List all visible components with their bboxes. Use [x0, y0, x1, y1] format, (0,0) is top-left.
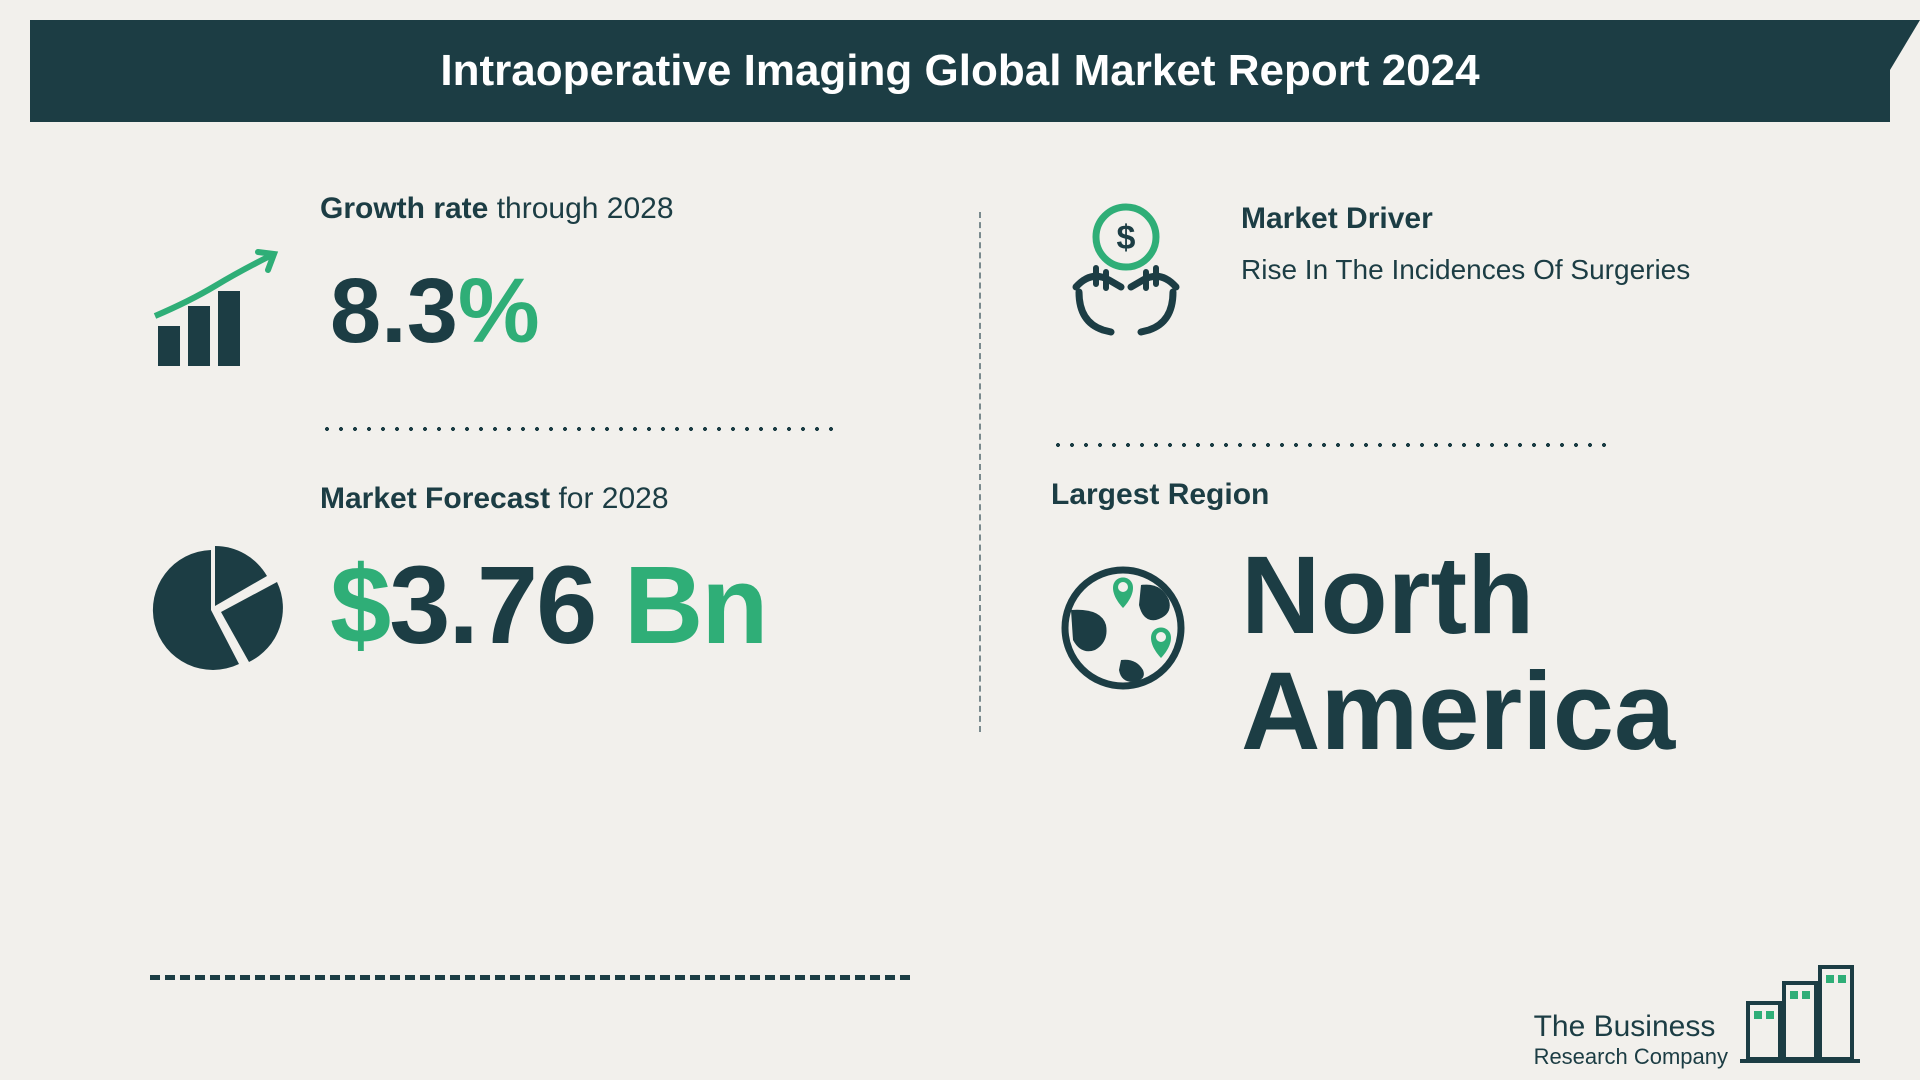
- driver-row: $ Market Driver Rise In The Incidences O…: [1051, 192, 1820, 342]
- driver-label: Market Driver: [1241, 202, 1690, 236]
- forecast-row: $3.76 Bn: [140, 536, 939, 676]
- header-bar: Intraoperative Imaging Global Market Rep…: [30, 20, 1890, 122]
- growth-label: Growth rate through 2028: [320, 192, 939, 226]
- svg-text:$: $: [1117, 219, 1136, 257]
- growth-value: 8.3%: [330, 265, 540, 357]
- region-row: North America: [1051, 538, 1820, 769]
- forecast-label: Market Forecast for 2028: [320, 482, 939, 516]
- forecast-block: Market Forecast for 2028 $3.76 Bn: [140, 482, 939, 676]
- growth-chart-icon: [140, 246, 290, 376]
- buildings-icon: [1740, 955, 1860, 1070]
- vertical-divider: [979, 212, 981, 732]
- hands-dollar-icon: $: [1051, 192, 1201, 342]
- region-value: North America: [1241, 538, 1675, 769]
- right-column: $ Market Driver Rise In The Incidences O…: [1021, 192, 1820, 769]
- left-column: Growth rate through 2028 8.3%: [140, 192, 939, 769]
- region-label: Largest Region: [1051, 478, 1820, 512]
- company-logo: The Business Research Company: [1534, 955, 1860, 1070]
- logo-text: The Business Research Company: [1534, 1010, 1728, 1070]
- growth-row: 8.3%: [140, 246, 939, 376]
- header-title: Intraoperative Imaging Global Market Rep…: [440, 46, 1479, 95]
- footer-dashed-line: [150, 975, 910, 980]
- pie-chart-icon: [140, 536, 290, 676]
- forecast-value: $3.76 Bn: [330, 551, 766, 661]
- globe-pins-icon: [1051, 538, 1201, 700]
- dotted-divider-left: [320, 426, 840, 432]
- growth-block: Growth rate through 2028 8.3%: [140, 192, 939, 376]
- header-corner-accent: [1890, 20, 1920, 70]
- dotted-divider-right: [1051, 442, 1611, 448]
- driver-desc: Rise In The Incidences Of Surgeries: [1241, 254, 1690, 286]
- content-area: Growth rate through 2028 8.3%: [0, 122, 1920, 769]
